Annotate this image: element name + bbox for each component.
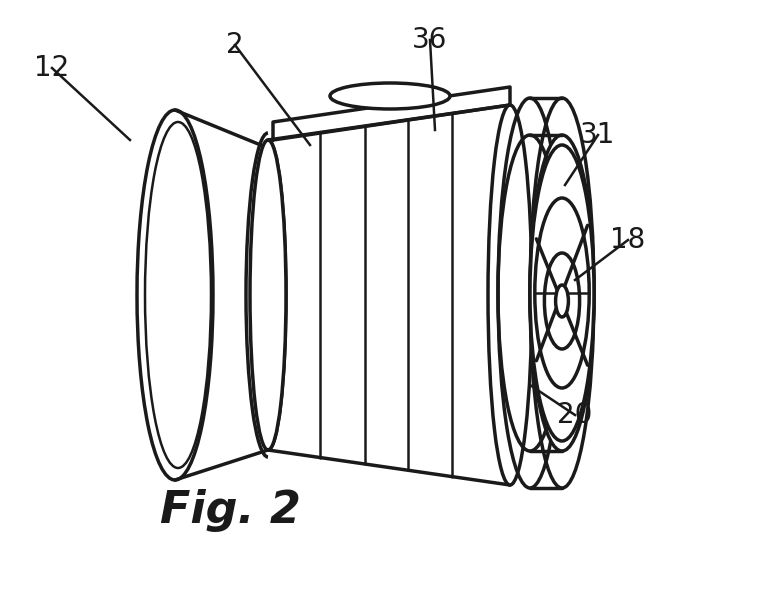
Text: 2: 2 [226, 31, 244, 59]
Text: 12: 12 [34, 54, 70, 82]
Ellipse shape [535, 198, 589, 388]
Ellipse shape [488, 105, 532, 485]
Ellipse shape [555, 285, 569, 317]
Ellipse shape [530, 145, 594, 441]
Ellipse shape [137, 110, 213, 480]
Ellipse shape [330, 83, 450, 109]
Ellipse shape [250, 140, 286, 450]
Text: 31: 31 [580, 121, 615, 149]
Ellipse shape [530, 98, 594, 488]
Text: 18: 18 [611, 226, 646, 254]
Text: 36: 36 [412, 26, 448, 54]
Text: Fig. 2: Fig. 2 [160, 489, 301, 531]
Text: 20: 20 [558, 401, 593, 429]
Ellipse shape [530, 135, 594, 451]
Ellipse shape [544, 253, 580, 349]
